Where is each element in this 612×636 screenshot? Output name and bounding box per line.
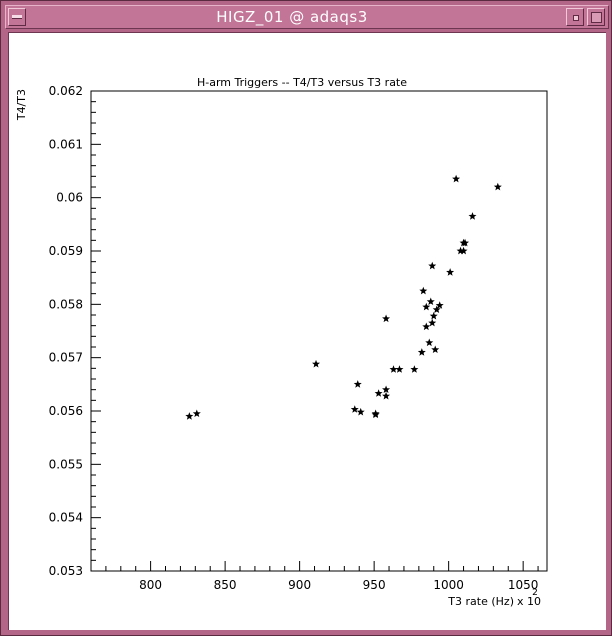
- window-menu-icon[interactable]: [8, 8, 26, 26]
- data-point-star: [185, 412, 194, 420]
- y-axis: 0.053 0.054 0.055 0.056 0.057 0.058 0.059 0.06 0…: [49, 84, 101, 578]
- y-tick-label: 0.059: [49, 244, 83, 258]
- scatter-plot: H-arm Triggers -- T4/T3 versus T3 rate 8…: [15, 76, 548, 608]
- data-point-star: [382, 391, 391, 400]
- data-point-star: [459, 246, 468, 255]
- data-point-star: [431, 345, 440, 354]
- maximize-icon[interactable]: [587, 8, 605, 26]
- data-point-star: [435, 301, 444, 309]
- data-point-star: [382, 385, 391, 394]
- data-point-star: [417, 348, 426, 356]
- data-point-star: [192, 409, 201, 418]
- x-tick-label: 850: [214, 578, 237, 592]
- y-tick-label: 0.055: [49, 457, 83, 471]
- x-tick-label: 800: [139, 578, 162, 592]
- data-point-star: [446, 268, 455, 276]
- data-point-star: [428, 318, 437, 327]
- plot-canvas: H-arm Triggers -- T4/T3 versus T3 rate 8…: [8, 32, 606, 630]
- y-tick-label: 0.062: [49, 84, 83, 98]
- x-axis-multiplier-exponent: 2: [532, 588, 538, 598]
- x-axis-multiplier: x 10: [517, 595, 541, 608]
- data-point-star: [422, 322, 431, 331]
- data-point-star: [410, 365, 419, 373]
- data-point-star: [468, 212, 477, 220]
- data-point-star: [382, 314, 391, 323]
- data-point-star: [456, 246, 465, 255]
- data-point-star: [493, 182, 502, 191]
- y-tick-label: 0.057: [49, 351, 83, 365]
- chart-title: H-arm Triggers -- T4/T3 versus T3 rate: [197, 76, 407, 89]
- y-axis-label: T4/T3: [15, 89, 28, 121]
- y-tick-label: 0.053: [49, 564, 83, 578]
- plot-frame: [90, 90, 548, 572]
- data-point-star: [432, 305, 441, 314]
- data-point-star: [452, 174, 461, 183]
- data-point-star: [356, 407, 365, 416]
- data-points: [185, 174, 502, 420]
- window-title: HIGZ_01 @ adaqs3: [216, 8, 368, 26]
- x-axis: 800 850 900 950 1000 1050: [90, 561, 539, 592]
- x-tick-label: 1050: [508, 578, 539, 592]
- data-point-star: [395, 365, 404, 373]
- data-point-star: [426, 297, 435, 306]
- data-point-star: [461, 238, 470, 247]
- x-axis-label: T3 rate (Hz) x 10: [447, 595, 541, 608]
- data-point-star: [425, 338, 434, 347]
- data-point-star: [353, 380, 362, 388]
- y-tick-label: 0.054: [49, 511, 83, 525]
- y-tick-label: 0.058: [49, 297, 83, 311]
- data-point-star: [371, 409, 380, 418]
- x-tick-label: 1000: [433, 578, 464, 592]
- data-point-star: [350, 405, 359, 413]
- x-tick-label: 900: [288, 578, 311, 592]
- data-point-star: [312, 359, 321, 368]
- data-point-star: [419, 286, 428, 295]
- data-point-star: [374, 389, 383, 397]
- title-bar[interactable]: HIGZ_01 @ adaqs3: [5, 5, 609, 29]
- data-point-star: [428, 261, 437, 270]
- y-tick-label: 0.06: [56, 191, 83, 205]
- x-tick-label: 950: [363, 578, 386, 592]
- data-point-star: [389, 365, 398, 373]
- x-axis-label-text: T3 rate (Hz): [447, 595, 514, 608]
- y-tick-label: 0.056: [49, 404, 83, 418]
- y-tick-label: 0.061: [49, 137, 83, 151]
- data-point-star: [422, 302, 431, 311]
- minimize-icon[interactable]: [566, 8, 584, 26]
- data-point-star: [429, 311, 438, 320]
